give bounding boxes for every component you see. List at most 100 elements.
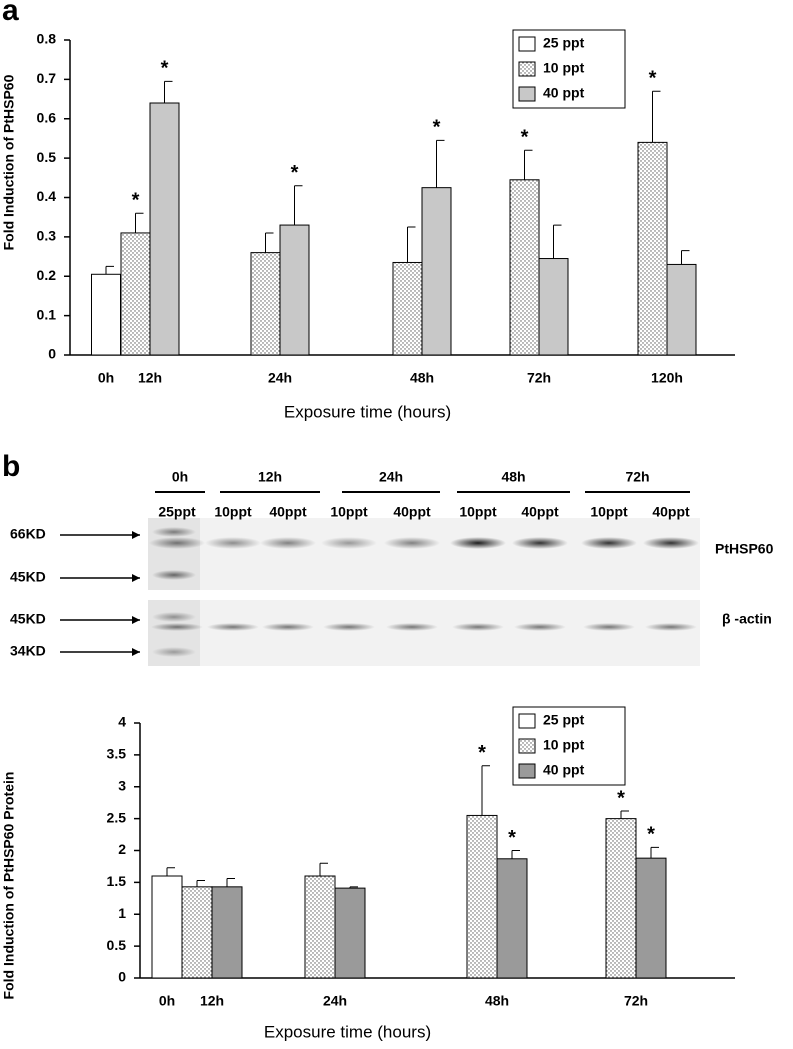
band (643, 537, 699, 549)
band (207, 623, 259, 631)
band (450, 537, 506, 549)
band (512, 537, 568, 549)
y-tick-label: 2 (118, 841, 126, 857)
time-label: 24h (379, 469, 403, 485)
x-tick-label: 24h (323, 993, 347, 1009)
error-bar (349, 886, 358, 889)
bar (421, 187, 452, 356)
bar (509, 179, 540, 356)
legend-label: 10 ppt (543, 60, 585, 76)
band (581, 537, 637, 549)
x-tick-label: 24h (268, 370, 292, 386)
legend-swatch (518, 86, 536, 102)
y-tick-label: 2.5 (107, 809, 127, 825)
error-bar (553, 224, 562, 259)
lane-label: 40ppt (393, 504, 431, 520)
marker-label: 45KD (10, 569, 46, 585)
y-axis-title: Fold Induction of PtHSP60 Protein (1, 772, 17, 1000)
y-tick-label: 0.8 (37, 31, 57, 47)
error-bar (620, 810, 629, 819)
error-bar (226, 878, 235, 887)
y-tick-label: 4 (118, 714, 126, 730)
x-tick-label: 120h (651, 370, 683, 386)
error-bar (135, 212, 144, 233)
y-tick-label: 1.5 (107, 873, 127, 889)
legend-swatch (518, 763, 536, 779)
lane-label: 10ppt (330, 504, 368, 520)
error-bar (407, 226, 416, 263)
legend-swatch (518, 36, 536, 52)
time-label: 48h (501, 469, 525, 485)
y-tick-label: 3.5 (107, 746, 127, 762)
error-bar (436, 139, 445, 188)
x-tick-label: 48h (410, 370, 434, 386)
legend-swatch (518, 713, 536, 729)
arrow-head (132, 574, 140, 582)
y-tick-label: 0.3 (37, 228, 57, 244)
marker-band (152, 570, 196, 580)
y-tick-label: 3 (118, 777, 126, 793)
arrow-head (132, 531, 140, 539)
y-axis-title: Fold Induction of PtHSP60 (1, 74, 17, 250)
band (205, 537, 261, 549)
error-bar (265, 232, 274, 253)
bar (181, 886, 213, 979)
lane-label: 10ppt (214, 504, 252, 520)
x-axis-title: Exposure time (hours) (284, 402, 451, 421)
band (384, 537, 440, 549)
marker-band (152, 647, 196, 657)
error-bar (481, 765, 490, 816)
legend-label: 25 ppt (543, 35, 585, 51)
band (386, 623, 438, 631)
band (321, 537, 377, 549)
significance-mark: * (291, 162, 299, 184)
error-bar (294, 185, 303, 226)
legend-swatch (518, 738, 536, 754)
error-bar (511, 850, 520, 859)
bar (635, 857, 667, 979)
bar (250, 252, 281, 356)
band (151, 623, 203, 631)
y-tick-label: 0.5 (107, 937, 127, 953)
y-tick-label: 0.6 (37, 109, 57, 125)
bar (637, 141, 668, 356)
lane-label: 25ppt (158, 504, 196, 520)
x-tick-label: 0h (98, 370, 114, 386)
x-tick-label: 12h (138, 370, 162, 386)
error-bar (164, 80, 173, 103)
arrow-head (132, 616, 140, 624)
significance-mark: * (433, 117, 441, 139)
band (262, 623, 314, 631)
bar (120, 232, 151, 356)
bar (304, 875, 336, 979)
y-tick-label: 0.2 (37, 267, 57, 283)
bar (149, 102, 180, 356)
band (514, 623, 566, 631)
target-label: β -actin (722, 611, 772, 627)
panel-label: a (2, 0, 19, 27)
marker-band (152, 527, 196, 537)
y-tick-label: 1 (118, 905, 126, 921)
y-tick-label: 0 (118, 969, 126, 985)
band (323, 623, 375, 631)
error-bar (524, 149, 533, 180)
significance-mark: * (161, 58, 169, 80)
time-label: 0h (172, 469, 188, 485)
lane-label: 40ppt (652, 504, 690, 520)
error-bar (652, 90, 661, 143)
error-bar (681, 250, 690, 265)
bar (538, 258, 569, 356)
legend-label: 40 ppt (543, 762, 585, 778)
significance-mark: * (521, 127, 529, 149)
y-tick-label: 0 (48, 346, 56, 362)
error-bar (319, 862, 328, 876)
band (452, 623, 504, 631)
significance-mark: * (132, 190, 140, 212)
legend-label: 40 ppt (543, 85, 585, 101)
x-axis-title: Exposure time (hours) (264, 1022, 431, 1041)
x-tick-label: 12h (200, 993, 224, 1009)
bar (334, 887, 366, 979)
marker-label: 66KD (10, 526, 46, 542)
x-tick-label: 72h (527, 370, 551, 386)
blot-strip (148, 600, 700, 666)
